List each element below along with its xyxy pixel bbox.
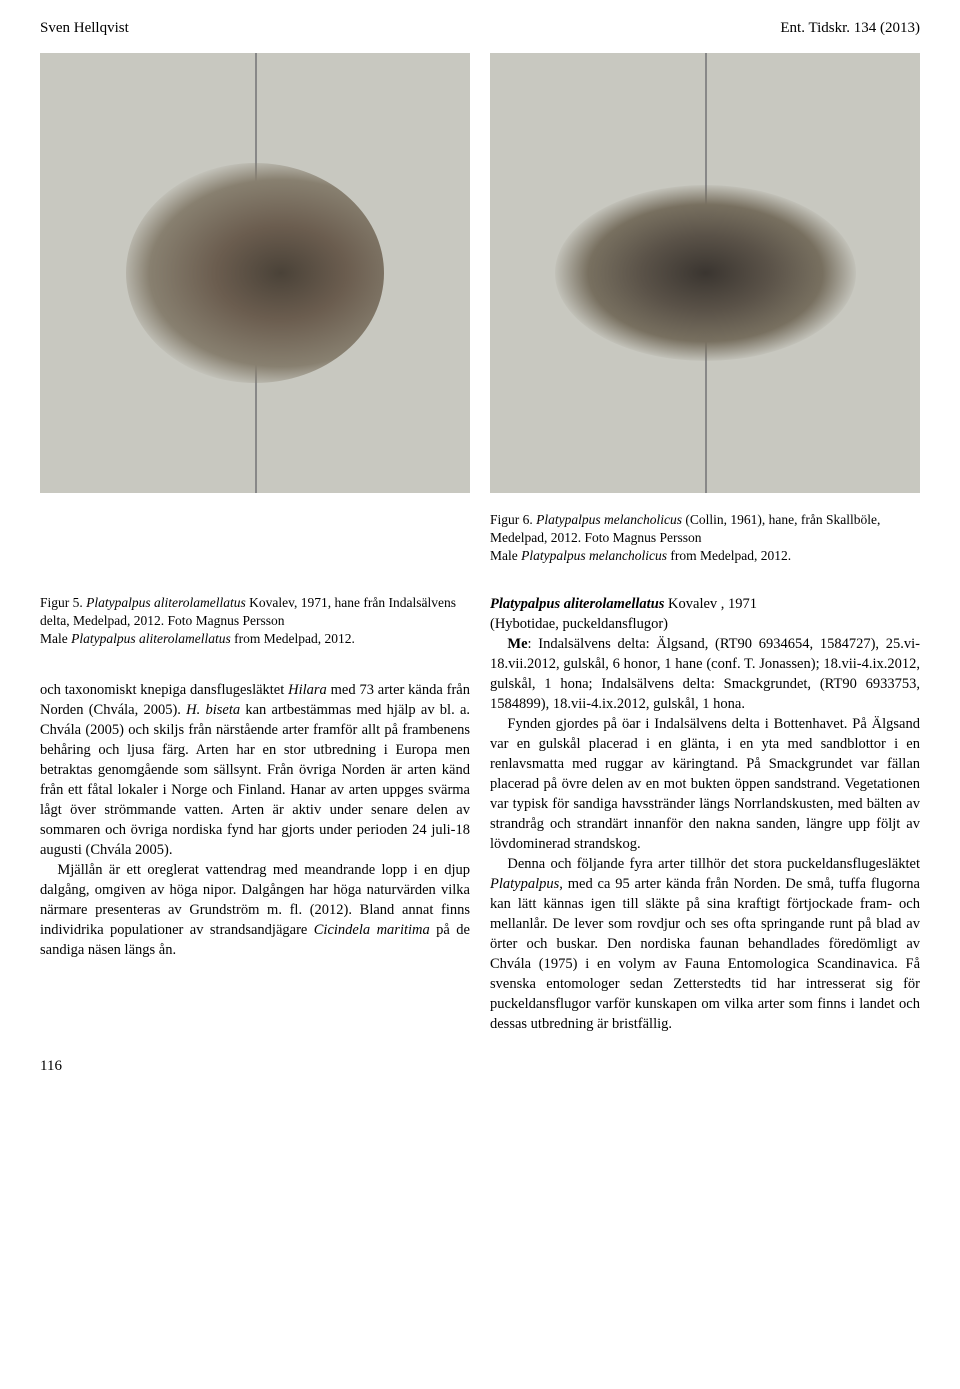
page-header: Sven Hellqvist Ent. Tidskr. 134 (2013)	[40, 20, 920, 37]
fig6-caption-main: Figur 6. Platypalpus melancholicus (Coll…	[490, 511, 920, 547]
left-p1-a: och taxonomiskt knepiga dansflugesläktet	[40, 682, 288, 698]
right-p2: Denna och följande fyra arter tillhör de…	[490, 854, 920, 1034]
captions-row: Figur 6. Platypalpus melancholicus (Coll…	[40, 505, 920, 566]
right-body-text: Platypalpus aliterolamellatus Kovalev , …	[490, 594, 920, 1034]
text-columns: Figur 5. Platypalpus aliterolamellatus K…	[40, 594, 920, 1034]
left-p1-c: kan artbestämmas med hjälp av bl. a. Chv…	[40, 702, 470, 858]
me-record: Me: Indalsälvens delta: Älgsand, (RT90 6…	[490, 634, 920, 714]
fig6-label: Figur 6.	[490, 512, 536, 527]
fig5-caption-main: Figur 5. Platypalpus aliterolamellatus K…	[40, 594, 470, 630]
fig5-label: Figur 5.	[40, 595, 86, 610]
species-heading: Platypalpus aliterolamellatus Kovalev , …	[490, 594, 920, 614]
left-p2: Mjällån är ett oreglerat vattendrag med …	[40, 860, 470, 960]
fly-specimen-illustration	[555, 185, 856, 361]
family-line: (Hybotidae, puckeldansflugor)	[490, 614, 920, 634]
left-p1-it2: H. biseta	[186, 702, 240, 718]
figure-6-image	[490, 53, 920, 493]
right-p1: Fynden gjordes på öar i Indalsälvens del…	[490, 714, 920, 854]
species-name: Platypalpus aliterolamellatus	[490, 596, 664, 612]
left-p2-it: Cicindela maritima	[314, 922, 430, 938]
page-number: 116	[40, 1058, 920, 1075]
me-label: Me	[507, 636, 527, 652]
species-authority: Kovalev , 1971	[664, 596, 757, 612]
left-body-text: och taxonomiskt knepiga dansflugesläktet…	[40, 680, 470, 960]
fig5-sub-species: Platypalpus aliterolamellatus	[71, 631, 231, 646]
fig6-sub-species: Platypalpus melancholicus	[521, 548, 667, 563]
right-p2-a: Denna och följande fyra arter tillhör de…	[507, 856, 920, 872]
fig5-sub-rest: from Medelpad, 2012.	[231, 631, 355, 646]
fig5-sub-pre: Male	[40, 631, 71, 646]
me-text: : Indalsälvens delta: Älgsand, (RT90 693…	[490, 636, 920, 712]
left-p1: och taxonomiskt knepiga dansflugesläktet…	[40, 680, 470, 860]
figure-5-image	[40, 53, 470, 493]
header-author: Sven Hellqvist	[40, 20, 129, 37]
figure-5-caption: Figur 5. Platypalpus aliterolamellatus K…	[40, 594, 470, 649]
fig6-sub-rest: from Medelpad, 2012.	[667, 548, 791, 563]
fly-specimen-illustration	[126, 163, 384, 383]
right-p2-it: Platypalpus	[490, 876, 559, 892]
figures-row	[40, 53, 920, 493]
left-p1-it1: Hilara	[288, 682, 327, 698]
fig6-caption-sub: Male Platypalpus melancholicus from Mede…	[490, 547, 920, 565]
header-journal: Ent. Tidskr. 134 (2013)	[780, 20, 920, 37]
left-column: Figur 5. Platypalpus aliterolamellatus K…	[40, 594, 470, 1034]
right-p2-b: , med ca 95 arter kända från Norden. De …	[490, 876, 920, 1032]
fig5-species: Platypalpus aliterolamellatus	[86, 595, 246, 610]
figure-6-caption: Figur 6. Platypalpus melancholicus (Coll…	[490, 505, 920, 566]
right-column: Platypalpus aliterolamellatus Kovalev , …	[490, 594, 920, 1034]
fig5-caption-sub: Male Platypalpus aliterolamellatus from …	[40, 630, 470, 648]
fig6-sub-pre: Male	[490, 548, 521, 563]
fig6-species: Platypalpus melancholicus	[536, 512, 682, 527]
caption-col-left	[40, 505, 470, 566]
